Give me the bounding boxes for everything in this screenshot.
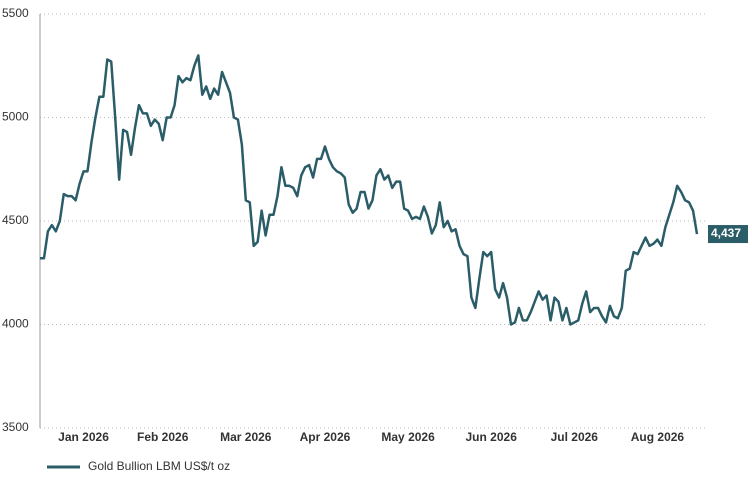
x-tick-label: Apr 2026 xyxy=(300,430,351,444)
value-label: 4,437 xyxy=(711,226,741,240)
y-tick-label: 3500 xyxy=(2,420,29,434)
y-tick-label: 5000 xyxy=(2,110,29,124)
x-tick-label: Jan 2026 xyxy=(58,430,109,444)
y-tick-label: 4500 xyxy=(2,213,29,227)
x-tick-label: May 2026 xyxy=(381,430,435,444)
x-tick-label: Mar 2026 xyxy=(220,430,272,444)
x-tick-label: Jul 2026 xyxy=(551,430,599,444)
x-tick-label: Jun 2026 xyxy=(466,430,518,444)
value-label-box xyxy=(708,225,748,244)
y-tick-label: 4000 xyxy=(2,317,29,331)
x-tick-label: Feb 2026 xyxy=(137,430,189,444)
legend-label: Gold Bullion LBM US$/t oz xyxy=(88,459,230,473)
y-tick-label: 5500 xyxy=(2,6,29,20)
x-tick-label: Aug 2026 xyxy=(631,430,685,444)
series-line xyxy=(40,54,699,326)
